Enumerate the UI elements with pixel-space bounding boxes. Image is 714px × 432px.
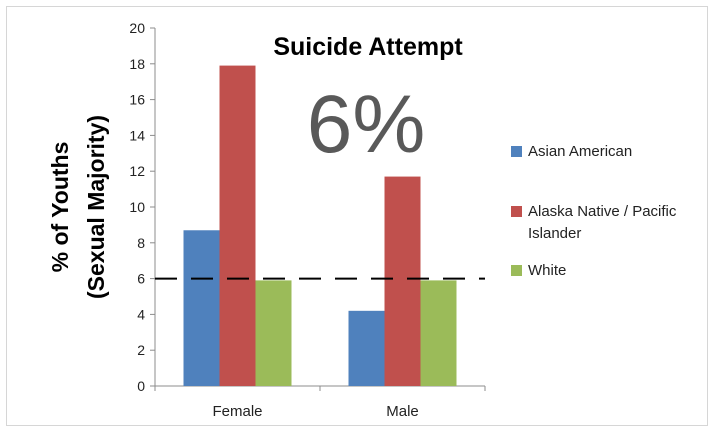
y-tick-label: 2 [137,342,145,358]
annotation-6-percent: 6% [307,79,426,170]
bar-female-series-1 [219,65,256,386]
y-axis-label: % of Youths (Sexual Majority) [47,115,109,299]
y-tick-label: 4 [137,306,145,322]
y-axis-label-line-2: (Sexual Majority) [83,115,109,299]
legend-swatch-0 [511,146,522,157]
y-tick-label: 18 [129,56,145,72]
x-tick-label-female: Female [212,403,262,420]
y-tick-label: 0 [137,378,145,394]
bar-male-series-2 [420,280,457,386]
legend-label-1-line-1: Islander [528,225,581,242]
bars [183,65,457,386]
chart-title: Suicide Attempt [273,33,463,61]
y-axis-label-line-1: % of Youths [47,142,73,273]
bar-male-series-0 [348,310,385,386]
y-tick-label: 16 [129,92,145,108]
bar-female-series-0 [183,230,220,386]
bar-male-series-1 [384,176,421,386]
y-tick-label: 8 [137,235,145,251]
y-tick-label: 20 [129,20,145,36]
legend-label-1-line-0: Alaska Native / Pacific [528,203,677,220]
legend: Asian American Alaska Native / Pacific Isl… [511,143,677,279]
legend-label-2: White [528,262,566,279]
legend-label-0: Asian American [528,143,632,160]
x-tick-label-male: Male [386,403,419,420]
legend-swatch-2 [511,265,522,276]
y-tick-label: 6 [137,271,145,287]
y-tick-label: 10 [129,199,145,215]
bar-female-series-2 [255,280,292,386]
y-tick-label: 12 [129,163,145,179]
y-tick-label: 14 [129,127,145,143]
legend-swatch-1 [511,206,522,217]
